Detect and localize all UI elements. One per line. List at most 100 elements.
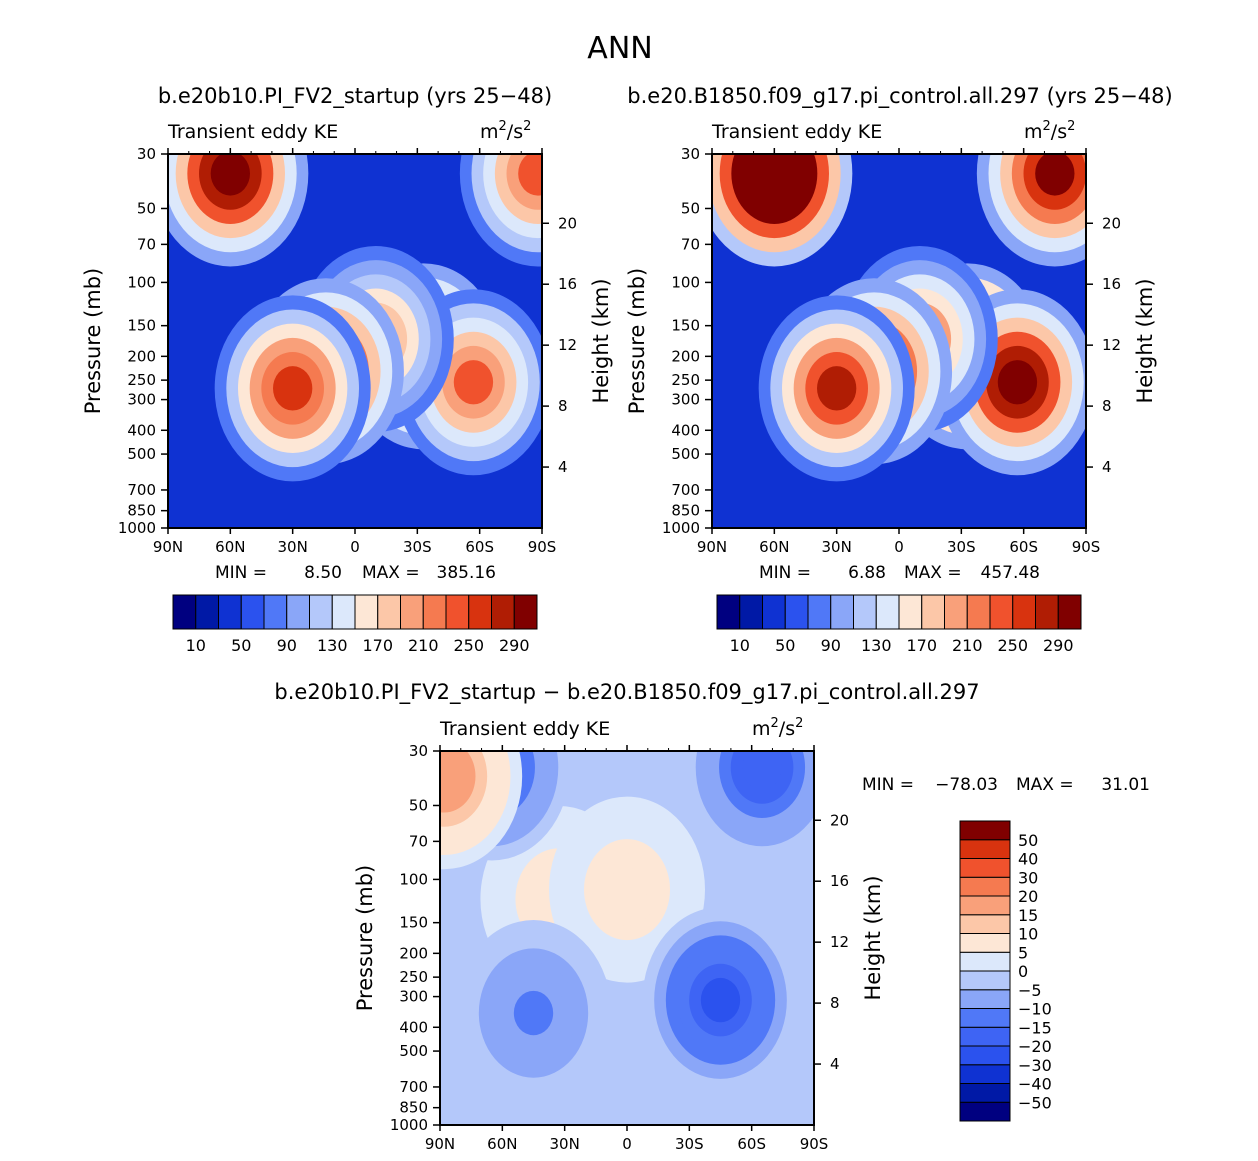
- plot-area: [705, 148, 1093, 534]
- x-tick-label: 30N: [550, 1135, 580, 1153]
- pressure-tick-label: 50: [409, 796, 428, 814]
- height-tick-label: 12: [1102, 336, 1121, 354]
- plot-area: [161, 148, 549, 534]
- colorbar-swatch: [377, 594, 401, 630]
- units-label: m2/s2: [752, 716, 803, 740]
- pressure-tick-label: 250: [127, 371, 156, 389]
- pressure-tick-label: 100: [127, 273, 156, 291]
- colorbar-swatch: [218, 594, 242, 630]
- y-axis-right-label: Height (km): [589, 278, 613, 403]
- pressure-tick-label: 70: [137, 235, 156, 253]
- x-tick-label: 90S: [528, 538, 557, 556]
- y-axis-right-label: Height (km): [1133, 278, 1157, 403]
- colorbar-swatch: [959, 895, 1011, 916]
- colorbar-swatch: [468, 594, 492, 630]
- contour-level: [607, 867, 647, 912]
- colorbar-label: 10: [1018, 925, 1038, 944]
- colorbar-swatch: [1057, 594, 1082, 630]
- colorbar-swatch: [784, 594, 809, 630]
- panel-control: b.e20b10.PI_FV2_startup (yrs 25−48) Tran…: [81, 84, 613, 655]
- colorbar-label: 10: [730, 636, 750, 655]
- height-tick-label: 16: [830, 872, 849, 890]
- colorbar-label: 90: [821, 636, 841, 655]
- pressure-tick-label: 30: [137, 145, 156, 163]
- colorbar-swatch: [1012, 594, 1036, 630]
- colorbar-label: 130: [317, 636, 348, 655]
- pressure-tick-label: 700: [399, 1078, 428, 1096]
- pressure-tick-label: 30: [409, 742, 428, 760]
- colorbar-swatch: [853, 594, 877, 630]
- pressure-tick-label: 100: [399, 870, 428, 888]
- height-tick-label: 4: [830, 1055, 840, 1073]
- pressure-tick-label: 850: [399, 1099, 428, 1117]
- x-tick-label: 90N: [425, 1135, 455, 1153]
- contour-field: [168, 154, 542, 528]
- colorbar-swatch: [331, 594, 356, 630]
- colorbar-swatch: [959, 1045, 1011, 1066]
- colorbar-swatch: [959, 951, 1011, 972]
- pressure-tick-label: 1000: [118, 519, 156, 537]
- pressure-tick-label: 50: [137, 199, 156, 217]
- pressure-tick-label: 500: [671, 445, 700, 463]
- plot-area: [433, 745, 821, 1131]
- height-tick-label: 8: [830, 994, 840, 1012]
- pressure-tick-label: 150: [399, 914, 428, 932]
- x-tick-labels: 90N 60N 30N 0 30S 60S 90S: [153, 538, 556, 556]
- colorbar-swatch: [739, 594, 763, 630]
- pressure-tick-label: 500: [399, 1042, 428, 1060]
- height-tick-labels: 20 16 12 8 4: [830, 811, 849, 1073]
- pressure-tick-label: 200: [671, 347, 700, 365]
- height-tick-label: 4: [558, 458, 568, 476]
- colorbar-label: 90: [277, 636, 297, 655]
- pressure-tick-label: 400: [399, 1018, 428, 1036]
- case-label: b.e20.B1850.f09_g17.pi_control.all.297 (…: [627, 84, 1172, 109]
- colorbar-label: 40: [1018, 850, 1038, 869]
- colorbar-swatch: [716, 594, 741, 630]
- colorbar-swatch: [286, 594, 310, 630]
- case-label: b.e20b10.PI_FV2_startup − b.e20.B1850.f0…: [274, 680, 979, 705]
- contour-level: [513, 990, 554, 1036]
- colorbar-swatch: [966, 594, 991, 630]
- colorbar-swatch: [354, 594, 379, 630]
- colorbar-label: 15: [1018, 906, 1038, 925]
- colorbar-swatch: [309, 594, 333, 630]
- pressure-tick-label: 400: [671, 421, 700, 439]
- colorbar-swatch: [959, 1008, 1011, 1028]
- stats-max-label: MAX =: [904, 563, 962, 583]
- x-tick-label: 30N: [822, 538, 852, 556]
- x-tick-label: 90S: [800, 1135, 829, 1153]
- x-tick-label: 90S: [1072, 538, 1101, 556]
- x-tick-label: 30S: [675, 1135, 704, 1153]
- stats-min-label: MIN =: [862, 775, 914, 795]
- pressure-tick-label: 70: [409, 832, 428, 850]
- pressure-tick-label: 300: [127, 391, 156, 409]
- x-tick-label: 60S: [1009, 538, 1038, 556]
- pressure-tick-label: 200: [399, 944, 428, 962]
- colorbar-label: 50: [231, 636, 251, 655]
- height-tick-labels: 20 16 12 8 4: [1102, 214, 1121, 476]
- colorbar-swatch: [959, 970, 1011, 991]
- colorbar-label: −15: [1018, 1018, 1052, 1037]
- colorbar-swatch: [959, 989, 1011, 1009]
- colorbar-label: −30: [1018, 1056, 1052, 1075]
- stats-max-value: 31.01: [1101, 775, 1150, 795]
- colorbar: 10 50 90 130 170 210 250 290: [172, 594, 538, 655]
- x-tick-label: 60N: [759, 538, 789, 556]
- colorbar-label: −40: [1018, 1075, 1052, 1094]
- colorbar-swatch: [172, 594, 197, 630]
- x-tick-label: 30S: [947, 538, 976, 556]
- x-tick-label: 0: [350, 538, 360, 556]
- colorbar-label: −10: [1018, 1000, 1052, 1019]
- colorbar-label: 10: [186, 636, 206, 655]
- height-tick-label: 20: [1102, 214, 1121, 232]
- colorbar-swatch: [875, 594, 900, 630]
- colorbar-label: 170: [906, 636, 937, 655]
- colorbar-swatch: [959, 858, 1011, 878]
- pressure-tick-label: 200: [127, 347, 156, 365]
- pressure-tick-label: 250: [671, 371, 700, 389]
- colorbar-swatch: [400, 594, 424, 630]
- pressure-tick-label: 700: [127, 481, 156, 499]
- colorbar-label: 170: [362, 636, 393, 655]
- units-label: m2/s2: [1024, 119, 1075, 143]
- stats-max-label: MAX =: [362, 563, 420, 583]
